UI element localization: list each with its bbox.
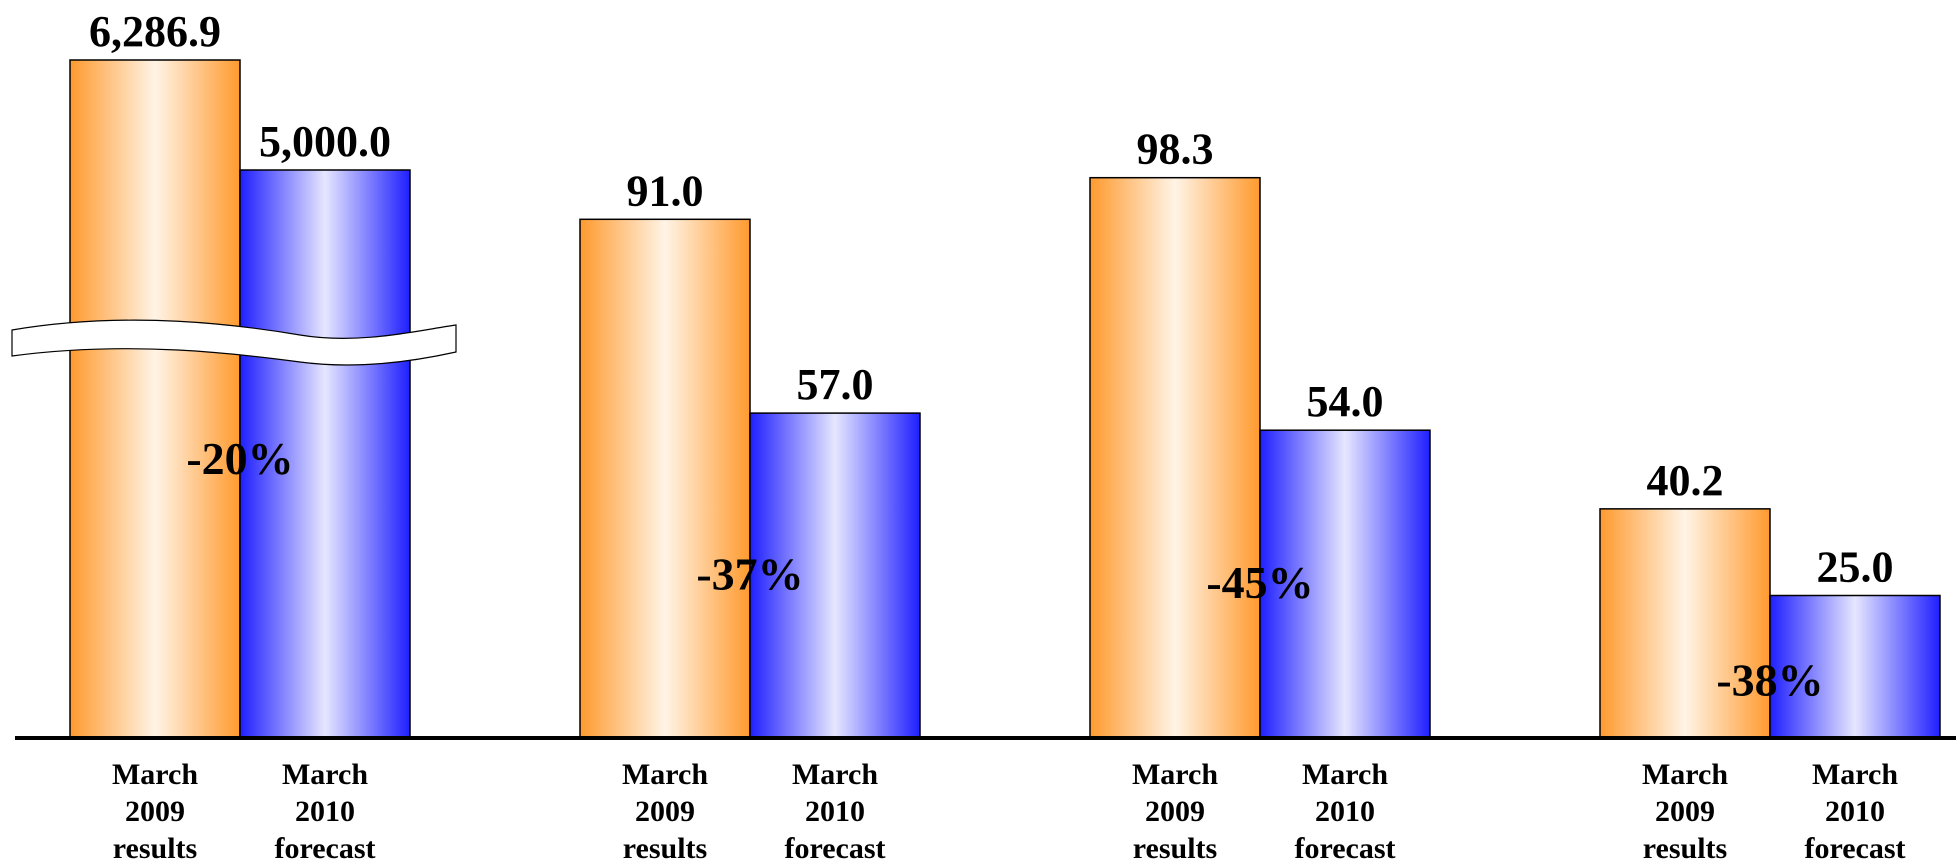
change-label: -37% — [696, 549, 803, 600]
value-label: 91.0 — [627, 166, 704, 215]
axis-break — [11, 319, 457, 366]
bar-1-2010 — [239, 169, 411, 739]
value-label: 25.0 — [1817, 543, 1894, 592]
value-label: 40.2 — [1647, 456, 1724, 505]
bar-4-2010 — [1769, 594, 1941, 739]
category-label: March 2009 results — [1132, 758, 1218, 863]
value-label: 5,000.0 — [259, 117, 391, 166]
bar-1-2009 — [69, 59, 241, 739]
change-label: -20% — [186, 433, 293, 484]
category-label: March 2010 forecast — [784, 758, 885, 863]
bar-3-2009 — [1089, 176, 1261, 739]
bar-2-2009 — [579, 218, 751, 739]
bars-layer — [69, 59, 1941, 739]
labels-layer: 6,286.9 March 2009 results 5,000.0 March 2010 f… — [89, 7, 1906, 863]
category-label: March 2010 forecast — [1804, 758, 1905, 863]
value-label: 57.0 — [797, 360, 874, 409]
change-label: -45% — [1206, 557, 1313, 608]
bar-3-2010 — [1259, 429, 1431, 739]
change-label: -38% — [1716, 655, 1823, 706]
category-label: March 2009 results — [112, 758, 198, 863]
category-label: March 2010 forecast — [1294, 758, 1395, 863]
value-label: 98.3 — [1137, 125, 1214, 174]
category-label: March 2009 results — [622, 758, 708, 863]
category-label: March 2010 forecast — [274, 758, 375, 863]
bar-2-2010 — [749, 412, 921, 739]
value-label: 6,286.9 — [89, 7, 221, 56]
category-label: March 2009 results — [1642, 758, 1728, 863]
value-label: 54.0 — [1307, 377, 1384, 426]
axis-break-band — [11, 319, 457, 366]
